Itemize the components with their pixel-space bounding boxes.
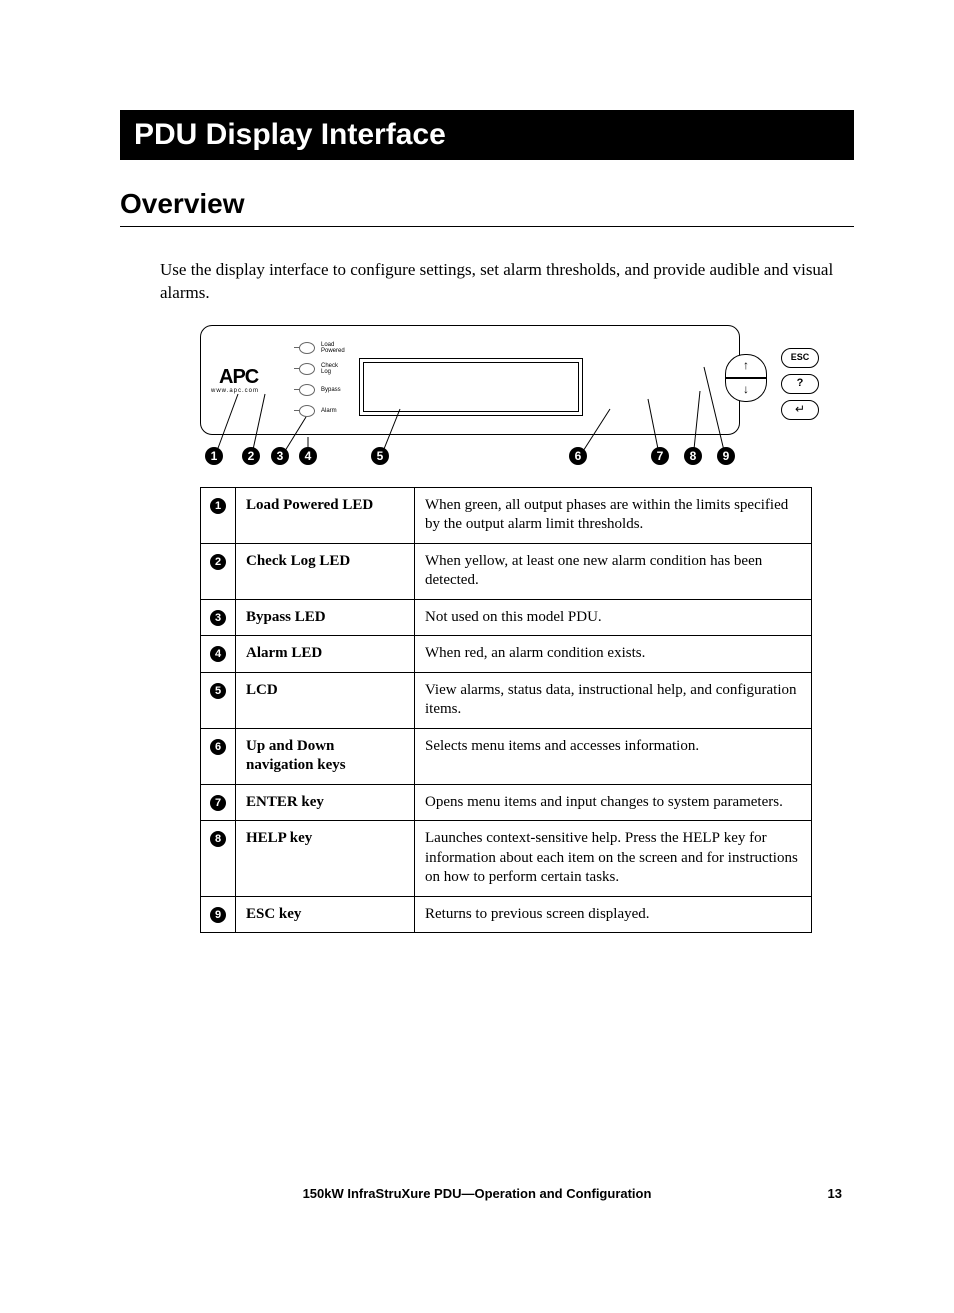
led-label: Alarm (321, 408, 337, 414)
led-alarm: Alarm (299, 401, 345, 422)
component-name: Load Powered LED (236, 487, 415, 543)
row-number-cell: 8 (201, 821, 236, 897)
table-row: 1 Load Powered LEDWhen green, all output … (201, 487, 812, 543)
led-label-line2: Log (321, 369, 331, 375)
led-bypass: Bypass (299, 380, 345, 401)
callout-7: 7 (651, 447, 669, 465)
table-row: 9 ESC keyReturns to previous screen displ… (201, 896, 812, 933)
component-name: HELP key (236, 821, 415, 897)
section-heading: Overview (120, 188, 854, 227)
led-icon (299, 363, 315, 375)
table-row: 6 Up and Down navigation keysSelects menu… (201, 728, 812, 784)
document-page: PDU Display Interface Overview Use the d… (0, 0, 954, 993)
component-description: Opens menu items and input changes to sy… (415, 784, 812, 821)
callout-4: 4 (299, 447, 317, 465)
page-title: PDU Display Interface (134, 118, 446, 151)
row-number-badge: 2 (210, 554, 226, 570)
component-name: ENTER key (236, 784, 415, 821)
component-description: When red, an alarm condition exists. (415, 636, 812, 673)
up-key[interactable]: ↑ (725, 354, 767, 378)
callout-1: 1 (205, 447, 223, 465)
led-icon (299, 405, 315, 417)
enter-key[interactable]: ↵ (781, 400, 819, 420)
callout-8: 8 (684, 447, 702, 465)
row-number-cell: 1 (201, 487, 236, 543)
component-description: Launches context-sensitive help. Press t… (415, 821, 812, 897)
component-description: Selects menu items and accesses informat… (415, 728, 812, 784)
apc-logo: APC (219, 366, 258, 389)
apc-logo-url: www.apc.com (211, 388, 259, 394)
callout-row: 1 2 3 4 5 6 7 8 9 (200, 439, 740, 467)
component-description: View alarms, status data, instructional … (415, 672, 812, 728)
display-interface-diagram: APC www.apc.com Load Powered Check Log (200, 325, 740, 467)
row-number-badge: 9 (210, 907, 226, 923)
row-number-cell: 6 (201, 728, 236, 784)
component-name: LCD (236, 672, 415, 728)
table-row: 2 Check Log LEDWhen yellow, at least one … (201, 543, 812, 599)
component-name: Bypass LED (236, 599, 415, 636)
row-number-cell: 5 (201, 672, 236, 728)
table-row: 3 Bypass LEDNot used on this model PDU. (201, 599, 812, 636)
row-number-cell: 4 (201, 636, 236, 673)
row-number-badge: 7 (210, 795, 226, 811)
led-icon (299, 384, 315, 396)
row-number-badge: 1 (210, 498, 226, 514)
row-number-cell: 7 (201, 784, 236, 821)
table-row: 5 LCDView alarms, status data, instructio… (201, 672, 812, 728)
callout-2: 2 (242, 447, 260, 465)
down-key[interactable]: ↓ (725, 378, 767, 402)
led-load-powered: Load Powered (299, 338, 345, 359)
led-label-line2: Powered (321, 348, 345, 354)
table-row: 8 HELP keyLaunches context-sensitive help… (201, 821, 812, 897)
led-check-log: Check Log (299, 359, 345, 380)
component-name: Check Log LED (236, 543, 415, 599)
row-number-badge: 3 (210, 610, 226, 626)
help-key[interactable]: ? (781, 374, 819, 394)
page-number: 13 (828, 1186, 842, 1201)
component-name: Alarm LED (236, 636, 415, 673)
page-footer: 150kW InfraStruXure PDU—Operation and Co… (0, 1186, 954, 1201)
callout-9: 9 (717, 447, 735, 465)
component-description: Not used on this model PDU. (415, 599, 812, 636)
lcd-screen (359, 358, 583, 416)
row-number-cell: 2 (201, 543, 236, 599)
esc-key[interactable]: ESC (781, 348, 819, 368)
components-table: 1 Load Powered LEDWhen green, all output … (200, 487, 812, 934)
display-panel: APC www.apc.com Load Powered Check Log (200, 325, 740, 435)
row-number-badge: 5 (210, 683, 226, 699)
row-number-badge: 8 (210, 831, 226, 847)
table-row: 7 ENTER keyOpens menu items and input cha… (201, 784, 812, 821)
component-description: When yellow, at least one new alarm cond… (415, 543, 812, 599)
row-number-badge: 4 (210, 646, 226, 662)
row-number-badge: 6 (210, 739, 226, 755)
row-number-cell: 3 (201, 599, 236, 636)
callout-5: 5 (371, 447, 389, 465)
table-row: 4 Alarm LEDWhen red, an alarm condition e… (201, 636, 812, 673)
led-column: Load Powered Check Log Bypass (299, 338, 345, 422)
component-description: Returns to previous screen displayed. (415, 896, 812, 933)
callout-3: 3 (271, 447, 289, 465)
led-icon (299, 342, 315, 354)
led-label: Bypass (321, 387, 341, 393)
intro-paragraph: Use the display interface to configure s… (160, 259, 854, 305)
page-title-bar: PDU Display Interface (120, 110, 854, 160)
footer-text: 150kW InfraStruXure PDU—Operation and Co… (303, 1186, 652, 1201)
row-number-cell: 9 (201, 896, 236, 933)
callout-6: 6 (569, 447, 587, 465)
component-name: ESC key (236, 896, 415, 933)
component-description: When green, all output phases are within… (415, 487, 812, 543)
component-name: Up and Down navigation keys (236, 728, 415, 784)
